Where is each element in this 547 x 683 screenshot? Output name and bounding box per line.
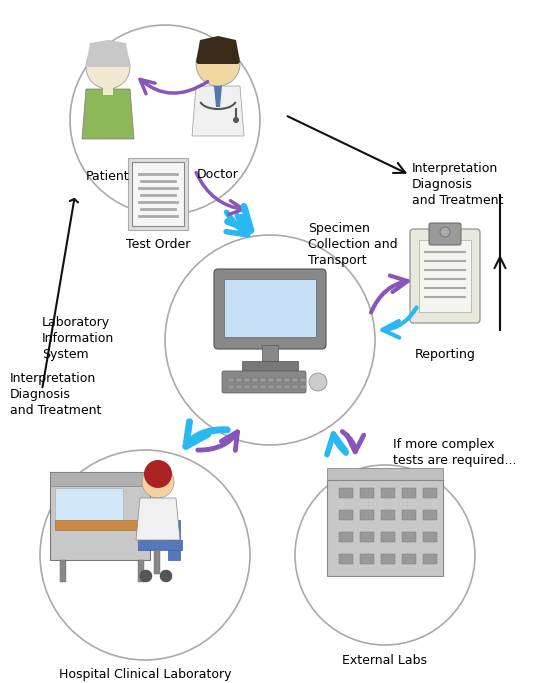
FancyBboxPatch shape xyxy=(300,378,306,382)
Text: Specimen
Collection and
Transport: Specimen Collection and Transport xyxy=(308,222,398,267)
FancyBboxPatch shape xyxy=(268,385,274,389)
FancyBboxPatch shape xyxy=(423,532,437,542)
FancyBboxPatch shape xyxy=(339,532,353,542)
FancyBboxPatch shape xyxy=(138,560,144,582)
FancyBboxPatch shape xyxy=(339,510,353,520)
FancyBboxPatch shape xyxy=(228,385,234,389)
Text: Reporting: Reporting xyxy=(415,348,475,361)
FancyBboxPatch shape xyxy=(292,385,298,389)
FancyBboxPatch shape xyxy=(381,532,395,542)
FancyBboxPatch shape xyxy=(50,472,150,560)
FancyBboxPatch shape xyxy=(138,540,182,550)
FancyBboxPatch shape xyxy=(360,488,374,498)
Text: Patient: Patient xyxy=(86,170,130,183)
FancyBboxPatch shape xyxy=(402,510,416,520)
Circle shape xyxy=(144,460,172,488)
FancyBboxPatch shape xyxy=(419,240,471,312)
FancyBboxPatch shape xyxy=(360,510,374,520)
FancyBboxPatch shape xyxy=(276,385,282,389)
Circle shape xyxy=(196,42,240,86)
FancyBboxPatch shape xyxy=(381,488,395,498)
Circle shape xyxy=(142,466,174,498)
FancyBboxPatch shape xyxy=(423,510,437,520)
FancyBboxPatch shape xyxy=(224,279,316,337)
Polygon shape xyxy=(86,40,130,67)
Circle shape xyxy=(309,373,327,391)
Polygon shape xyxy=(82,89,134,139)
FancyBboxPatch shape xyxy=(423,554,437,564)
FancyBboxPatch shape xyxy=(292,378,298,382)
FancyBboxPatch shape xyxy=(103,87,113,95)
FancyBboxPatch shape xyxy=(402,554,416,564)
FancyBboxPatch shape xyxy=(50,472,150,486)
FancyBboxPatch shape xyxy=(360,532,374,542)
Polygon shape xyxy=(196,36,240,64)
FancyBboxPatch shape xyxy=(228,378,234,382)
FancyBboxPatch shape xyxy=(423,488,437,498)
Circle shape xyxy=(86,45,130,89)
FancyBboxPatch shape xyxy=(55,520,145,530)
Polygon shape xyxy=(214,86,222,107)
Text: Doctor: Doctor xyxy=(197,168,239,181)
FancyBboxPatch shape xyxy=(260,378,266,382)
FancyBboxPatch shape xyxy=(252,385,258,389)
FancyBboxPatch shape xyxy=(262,345,278,361)
FancyBboxPatch shape xyxy=(222,371,306,393)
Text: Hospital Clinical Laboratory: Hospital Clinical Laboratory xyxy=(59,668,231,681)
Text: Interpretation
Diagnosis
and Treatment: Interpretation Diagnosis and Treatment xyxy=(10,372,101,417)
FancyBboxPatch shape xyxy=(55,488,123,520)
FancyBboxPatch shape xyxy=(260,385,266,389)
FancyBboxPatch shape xyxy=(327,468,443,480)
FancyBboxPatch shape xyxy=(128,158,188,230)
Polygon shape xyxy=(136,498,180,540)
Circle shape xyxy=(160,570,172,582)
FancyBboxPatch shape xyxy=(360,554,374,564)
FancyBboxPatch shape xyxy=(236,378,242,382)
FancyBboxPatch shape xyxy=(284,378,290,382)
FancyBboxPatch shape xyxy=(242,361,298,371)
FancyBboxPatch shape xyxy=(214,269,326,349)
Text: External Labs: External Labs xyxy=(342,654,428,667)
FancyBboxPatch shape xyxy=(154,550,160,574)
Polygon shape xyxy=(192,86,244,136)
FancyBboxPatch shape xyxy=(339,488,353,498)
Circle shape xyxy=(233,117,239,123)
FancyBboxPatch shape xyxy=(381,510,395,520)
FancyBboxPatch shape xyxy=(236,385,242,389)
FancyBboxPatch shape xyxy=(327,480,443,576)
Text: If more complex
tests are required...: If more complex tests are required... xyxy=(393,438,516,467)
FancyBboxPatch shape xyxy=(244,378,250,382)
FancyBboxPatch shape xyxy=(381,554,395,564)
FancyBboxPatch shape xyxy=(276,378,282,382)
FancyBboxPatch shape xyxy=(429,223,461,245)
Text: Laboratory
Information
System: Laboratory Information System xyxy=(42,316,114,361)
FancyBboxPatch shape xyxy=(300,385,306,389)
FancyBboxPatch shape xyxy=(168,520,180,560)
Text: Test Order: Test Order xyxy=(126,238,190,251)
FancyBboxPatch shape xyxy=(60,560,66,582)
FancyBboxPatch shape xyxy=(268,378,274,382)
Circle shape xyxy=(440,227,450,237)
FancyBboxPatch shape xyxy=(132,162,184,226)
Text: Interpretation
Diagnosis
and Treatment: Interpretation Diagnosis and Treatment xyxy=(412,162,503,207)
FancyBboxPatch shape xyxy=(402,488,416,498)
FancyBboxPatch shape xyxy=(244,385,250,389)
FancyBboxPatch shape xyxy=(410,229,480,323)
Circle shape xyxy=(140,570,152,582)
FancyBboxPatch shape xyxy=(339,554,353,564)
FancyBboxPatch shape xyxy=(252,378,258,382)
FancyBboxPatch shape xyxy=(284,385,290,389)
FancyBboxPatch shape xyxy=(402,532,416,542)
